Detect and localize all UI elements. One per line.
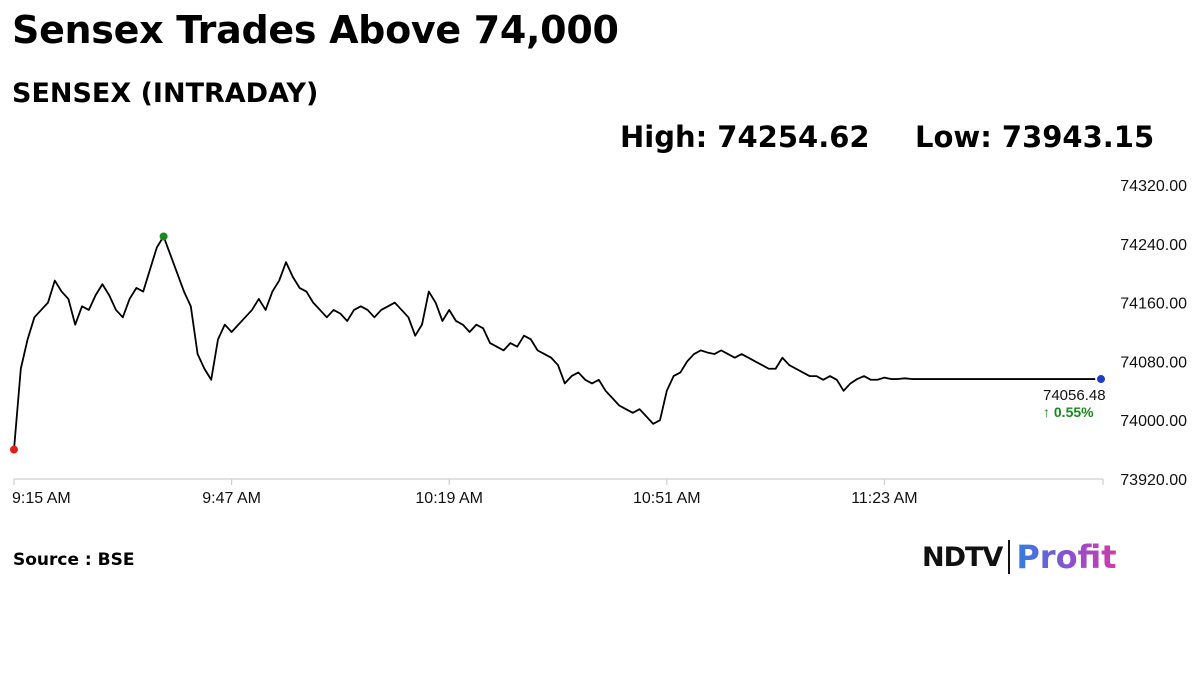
x-tick-label: 11:23 AM [851,490,917,507]
x-tick-label: 10:51 AM [633,490,701,507]
x-tick-label: 9:15 AM [12,490,71,507]
y-tick-label: 73920.00 [1120,472,1187,489]
source-note: Source : BSE [13,550,135,570]
chart-title: SENSEX (INTRADAY) [12,78,319,109]
ndtv-profit-logo: NDTV Profit [922,537,1117,577]
y-tick-label: 74160.00 [1120,296,1187,313]
series-line-sensex [13,235,1096,450]
sensex-intraday-chart: 9:15 AM 9:47 AM 10:19 AM 10:51 AM 11:23 AM 74… [10,178,1187,507]
y-tick-label: 74000.00 [1120,413,1187,430]
y-tick-label: 74320.00 [1120,178,1187,195]
last-price-label: 74056.48 [1043,387,1106,404]
y-tick-label: 74240.00 [1120,237,1187,254]
logo-divider [1008,540,1011,574]
high-point-marker [159,232,168,241]
change-pct-label: ↑ 0.55% [1043,404,1094,420]
low-stat: Low: 73943.15 [915,120,1155,154]
y-tick-label: 74080.00 [1120,354,1187,371]
open-point-marker [10,445,18,454]
logo-profit-text: Profit [1016,538,1117,576]
last-point-marker [1097,375,1105,384]
x-tick-label: 10:19 AM [415,490,483,507]
headline: Sensex Trades Above 74,000 [12,8,619,52]
x-tick-label: 9:47 AM [202,490,261,507]
high-stat: High: 74254.62 [620,120,870,154]
logo-ndtv-text: NDTV [922,541,1003,573]
